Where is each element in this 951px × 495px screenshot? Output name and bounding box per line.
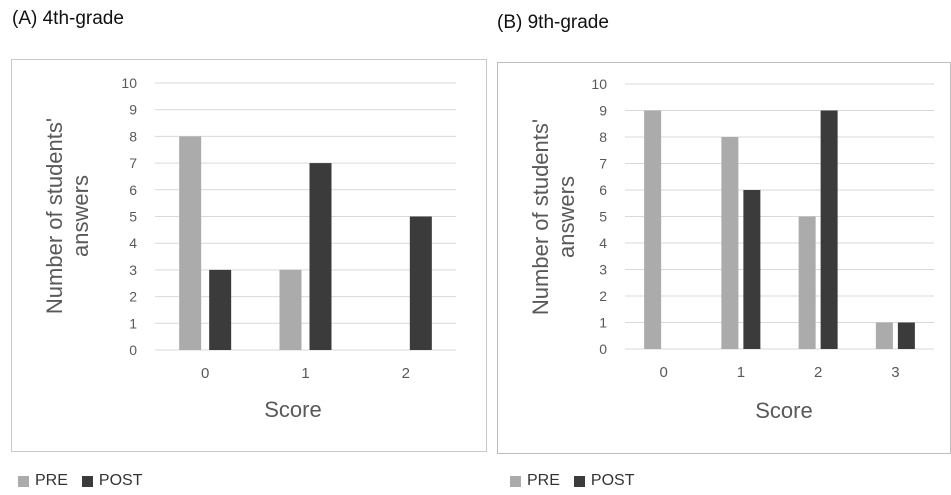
- legend-item-post: POST: [81, 472, 143, 490]
- legend-swatch-post: [81, 475, 93, 487]
- x-tick-label: 0: [201, 365, 209, 382]
- y-axis-title-line: answers: [554, 176, 579, 258]
- y-tick-label: 9: [129, 102, 137, 118]
- y-tick-label: 7: [599, 156, 607, 172]
- chart-panel-b: 0 1 2 3 4 5 6 7 8 9 10 0 1 2 3 Score Number of students'…: [497, 62, 951, 454]
- legend-b: PRE POST: [510, 472, 648, 490]
- y-tick-label: 3: [129, 262, 137, 278]
- bar-post-score-1: [743, 190, 761, 349]
- y-axis-title-line: answers: [68, 175, 93, 257]
- bar-pre-score-3: [875, 322, 893, 349]
- x-tick-label: 0: [659, 364, 667, 381]
- bar-post-score-2: [409, 216, 432, 350]
- x-tick-label: 1: [737, 364, 745, 381]
- y-tick-label: 8: [129, 128, 137, 144]
- x-tick-label: 3: [891, 364, 899, 381]
- y-tick-label: 4: [599, 235, 607, 251]
- y-tick-label: 9: [599, 103, 607, 119]
- legend-label-post: POST: [590, 472, 635, 489]
- y-axis-title-line: Number of students': [528, 119, 553, 315]
- y-axis-title: Number of students'answers: [528, 119, 579, 315]
- x-tick-label: 1: [301, 365, 309, 382]
- legend-swatch-post: [573, 475, 585, 487]
- legend-swatch-pre: [510, 475, 521, 487]
- bar-pre-score-0: [644, 110, 662, 349]
- bar-post-score-2: [820, 110, 838, 349]
- y-tick-label: 6: [599, 182, 607, 198]
- y-tick-label: 0: [599, 341, 607, 357]
- y-tick-label: 4: [129, 235, 137, 251]
- panel-title-b: (B) 9th-grade: [497, 12, 609, 33]
- y-tick-label: 1: [129, 315, 137, 331]
- x-axis-title: Score: [264, 397, 321, 422]
- bar-post-score-0: [209, 269, 232, 350]
- y-tick-label: 8: [599, 129, 607, 145]
- legend-label-pre: PRE: [527, 472, 560, 489]
- legend-label-post: POST: [98, 472, 143, 489]
- y-axis-title: Number of students'answers: [42, 118, 93, 314]
- y-tick-label: 5: [599, 209, 607, 225]
- y-tick-label: 0: [129, 342, 137, 358]
- y-tick-label: 6: [129, 182, 137, 198]
- bar-pre-score-0: [179, 136, 202, 350]
- y-tick-label: 2: [129, 289, 137, 305]
- bar-pre-score-2: [798, 216, 816, 349]
- y-tick-label: 1: [599, 315, 607, 331]
- x-tick-label: 2: [402, 365, 410, 382]
- bar-post-score-1: [309, 163, 332, 350]
- x-tick-label: 2: [814, 364, 822, 381]
- legend-item-pre: PRE: [18, 472, 68, 490]
- y-tick-label: 2: [599, 288, 607, 304]
- legend-item-post: POST: [573, 472, 635, 490]
- y-tick-label: 7: [129, 155, 137, 171]
- y-tick-label: 5: [129, 209, 137, 225]
- legend-label-pre: PRE: [35, 472, 68, 489]
- y-axis-title-line: Number of students': [42, 118, 67, 314]
- y-tick-label: 3: [599, 262, 607, 278]
- legend-item-pre: PRE: [510, 472, 560, 490]
- legend-a: PRE POST: [18, 472, 156, 490]
- legend-swatch-pre: [18, 475, 29, 487]
- bar-post-score-3: [897, 322, 915, 349]
- bar-chart-b: 0 1 2 3 4 5 6 7 8 9 10 0 1 2 3 Score Number of students'…: [528, 76, 934, 423]
- panel-title-a: (A) 4th-grade: [12, 8, 124, 29]
- bar-chart-a: 0 1 2 3 4 5 6 7 8 9 10 0 1 2 Score Number of students'a…: [42, 75, 456, 422]
- bar-pre-score-1: [279, 269, 302, 350]
- y-tick-label: 10: [591, 76, 607, 92]
- x-axis-title: Score: [755, 398, 812, 423]
- bar-pre-score-1: [721, 137, 739, 349]
- y-tick-label: 10: [121, 75, 137, 91]
- chart-panel-a: 0 1 2 3 4 5 6 7 8 9 10 0 1 2 Score Number of students'a…: [11, 59, 487, 452]
